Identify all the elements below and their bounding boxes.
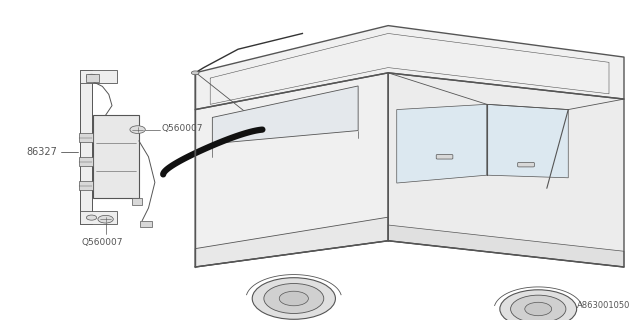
Circle shape bbox=[511, 295, 566, 320]
Polygon shape bbox=[195, 26, 624, 109]
Circle shape bbox=[500, 290, 577, 320]
Bar bbox=[79, 133, 93, 142]
Bar bbox=[132, 198, 142, 205]
Circle shape bbox=[279, 291, 308, 306]
Text: Q560007: Q560007 bbox=[161, 124, 203, 133]
Circle shape bbox=[86, 215, 97, 220]
Circle shape bbox=[86, 74, 97, 79]
FancyBboxPatch shape bbox=[518, 163, 534, 167]
Circle shape bbox=[191, 71, 199, 75]
Bar bbox=[86, 74, 99, 82]
Circle shape bbox=[252, 278, 335, 319]
FancyBboxPatch shape bbox=[436, 155, 453, 159]
Circle shape bbox=[264, 284, 324, 314]
Polygon shape bbox=[388, 73, 624, 267]
Bar bbox=[80, 70, 92, 224]
Bar bbox=[80, 211, 117, 224]
Bar bbox=[80, 70, 117, 83]
Text: Q560007: Q560007 bbox=[82, 238, 123, 247]
Bar bbox=[79, 157, 93, 166]
Bar bbox=[79, 181, 93, 190]
Polygon shape bbox=[397, 104, 487, 183]
Polygon shape bbox=[388, 225, 624, 267]
Circle shape bbox=[98, 215, 113, 223]
Bar bbox=[93, 115, 139, 198]
Polygon shape bbox=[212, 86, 358, 144]
Polygon shape bbox=[195, 73, 388, 267]
Text: A863001050: A863001050 bbox=[577, 301, 630, 310]
Bar bbox=[140, 221, 152, 227]
Polygon shape bbox=[195, 217, 388, 267]
Text: 86327: 86327 bbox=[27, 147, 58, 157]
Polygon shape bbox=[487, 104, 568, 178]
Circle shape bbox=[525, 302, 552, 316]
Text: 86325: 86325 bbox=[262, 115, 293, 125]
Circle shape bbox=[130, 126, 145, 133]
